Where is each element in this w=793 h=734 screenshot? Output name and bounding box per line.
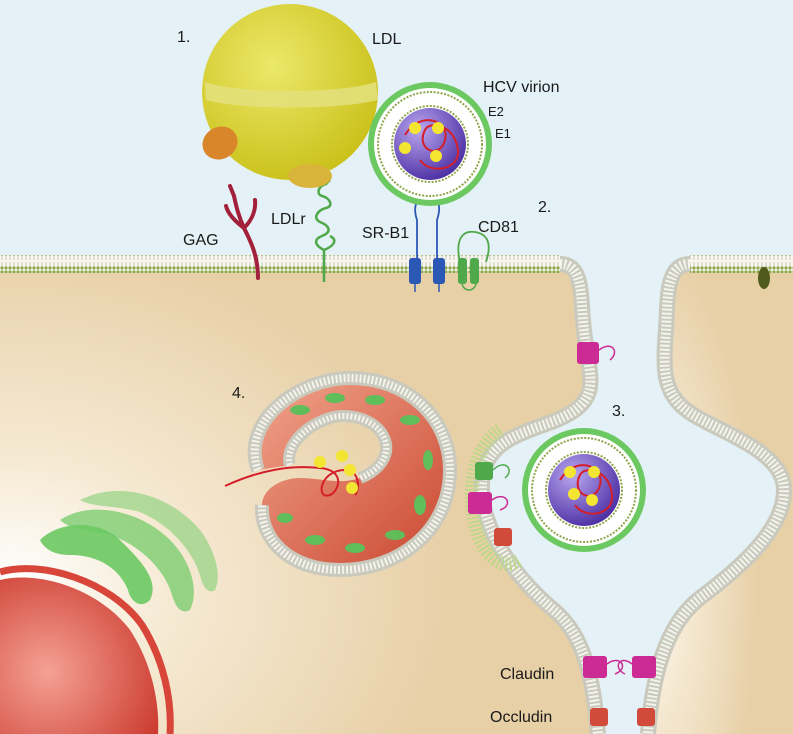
- e2-label: E2: [488, 104, 504, 119]
- plasma-membrane-right: [690, 255, 793, 273]
- membrane-marker: [758, 267, 770, 289]
- invagination-membrane-left-lines: [476, 259, 603, 734]
- cd81-receptor: [457, 230, 490, 291]
- nucleus: [0, 565, 174, 734]
- endosome: [224, 370, 458, 578]
- claudin-protein: [468, 342, 656, 678]
- er-golgi: [40, 491, 218, 612]
- srb1-label: SR-B1: [362, 225, 410, 242]
- cd81-label: CD81: [478, 219, 519, 236]
- hcv-virion-label: HCV virion: [483, 79, 560, 96]
- step-2-label: 2.: [538, 199, 552, 216]
- invagination-membrane-right-lines: [643, 259, 790, 734]
- ldl-label: LDL: [372, 31, 402, 48]
- gag-label: GAG: [183, 232, 219, 249]
- hcv-virion-internalizing: [522, 428, 646, 552]
- step-3-label: 3.: [612, 403, 626, 420]
- ldlr-label: LDLr: [271, 211, 306, 228]
- step-1-label: 1.: [177, 29, 191, 46]
- ldl-particle: [202, 4, 378, 188]
- gag-molecule: [224, 184, 260, 280]
- e1-label: E1: [495, 126, 511, 141]
- srb1-receptor: [409, 194, 445, 292]
- claudin-loops: [491, 345, 633, 675]
- step-4-label: 4.: [232, 385, 246, 402]
- claudin-label: Claudin: [500, 666, 555, 683]
- coat-dots: [464, 424, 524, 571]
- cd81-in-pit: [475, 462, 510, 480]
- occludin-label: Occludin: [490, 709, 553, 726]
- occludin-protein: [494, 528, 655, 726]
- ldlr-receptor: [314, 179, 336, 282]
- hcv-virion: [368, 82, 492, 206]
